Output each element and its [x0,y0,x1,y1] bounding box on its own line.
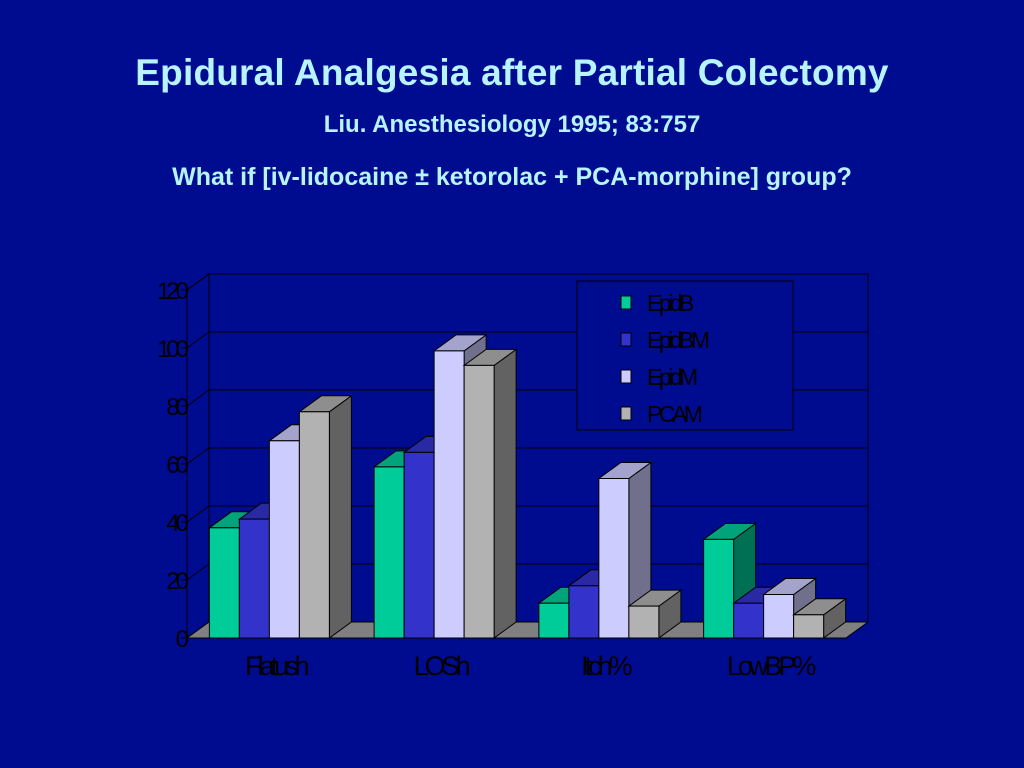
chart-bars [207,333,848,639]
y-tick-label: 120 [157,278,189,305]
bar-EpidM-Itch% [597,461,653,639]
bar-front [403,451,435,639]
gridline [186,563,210,581]
gridline [186,389,210,407]
bar-front [703,538,735,639]
legend-swatch [620,406,632,421]
gridline [186,447,210,465]
chart-legend: EpidB EpidBM EpidM PCAM [576,280,794,431]
legend-label: PCAM [647,401,702,427]
bar-front [463,364,495,639]
bar-side [328,394,352,639]
y-tick-label: 20 [166,568,188,595]
bar-PCAM-LowBP% [792,597,848,639]
y-tick-label: 80 [166,394,188,421]
bar-PCAM-Flatush [297,394,353,639]
slide-title: Epidural Analgesia after Partial Colecto… [135,52,889,93]
x-category-label: Flatush [245,651,309,681]
bar-front [568,585,600,639]
x-category-label: Itch% [581,651,633,681]
legend-swatch [620,332,632,347]
legend-label: EpidBM [647,327,709,353]
bar-front [538,602,570,639]
bar-front [208,527,240,639]
y-tick-label: 40 [166,510,188,537]
legend-swatch [620,295,632,310]
bar-side [493,348,517,639]
bar-PCAM-LOSh [462,348,518,639]
x-category-label: LOSh [414,651,470,681]
gridline [186,273,210,291]
bar-front [238,518,270,639]
bar-front [628,605,660,639]
bar-PCAM-Itch% [627,589,683,639]
gridline [186,331,210,349]
bar-front [763,594,795,639]
bar-front [298,411,330,639]
x-category-label: LowBP% [727,651,817,681]
bar-front [433,350,465,639]
x-axis: Flatush LOSh Itch% LowBP% [245,651,820,681]
bar-front [373,466,405,639]
y-tick-label: 60 [166,452,188,479]
legend-label: EpidB [647,290,694,316]
slide-subtitle: Liu. Anesthesiology 1995; 83:757 [323,111,701,138]
bar-front [268,440,300,639]
bar-front [793,614,825,639]
slide-question: What if [iv-lidocaine ± ketorolac + PCA-… [172,163,852,191]
gridline [186,505,210,523]
legend-label: EpidM [647,364,697,390]
legend-swatch [620,369,632,384]
legend-box [576,280,794,431]
bar-front [733,602,765,639]
bar-front [598,478,630,639]
y-tick-label: 100 [157,336,189,363]
